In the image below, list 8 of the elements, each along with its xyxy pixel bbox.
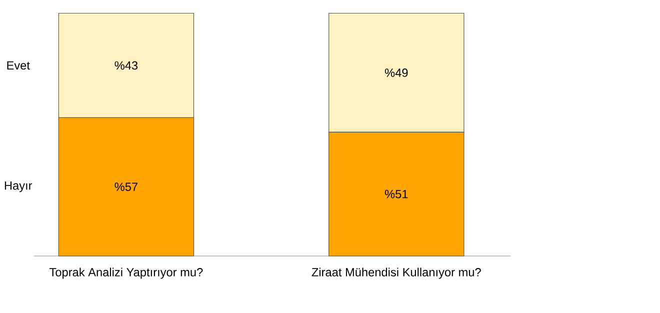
- x-tick-label: Ziraat Mühendisi Kullanıyor mu?: [312, 268, 481, 279]
- data-label: %51: [384, 190, 408, 198]
- text: Evet: [7, 61, 30, 70]
- data-label: %43: [114, 61, 138, 70]
- text: Hayır: [4, 182, 32, 192]
- x-tick-label: Toprak Analizi Yaptırıyor mu?: [50, 268, 203, 279]
- data-label: %49: [384, 68, 408, 77]
- data-label: %57: [114, 182, 138, 192]
